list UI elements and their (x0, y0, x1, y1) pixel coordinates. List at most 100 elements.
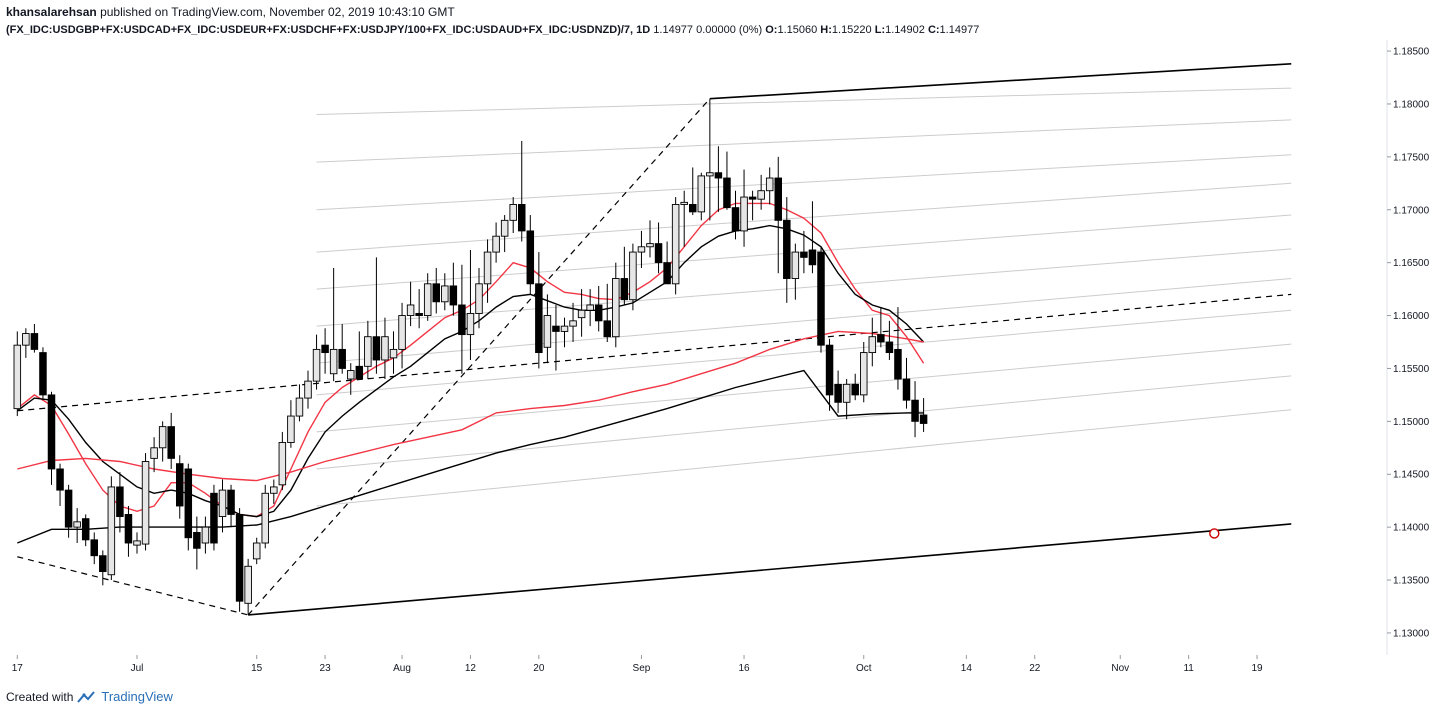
candle[interactable] (560, 317, 569, 348)
candle[interactable] (13, 331, 22, 417)
candle[interactable] (295, 384, 304, 422)
candle[interactable] (612, 262, 620, 348)
candle[interactable] (372, 257, 381, 374)
candle[interactable] (500, 215, 509, 253)
candle[interactable] (124, 505, 133, 557)
candle[interactable] (902, 357, 911, 409)
candle[interactable] (73, 508, 81, 544)
candle[interactable] (663, 241, 671, 285)
candle[interactable] (398, 302, 406, 369)
candle[interactable] (483, 239, 492, 303)
candle[interactable] (569, 302, 577, 342)
candle[interactable] (235, 508, 244, 612)
candle[interactable] (834, 370, 842, 413)
candle[interactable] (30, 324, 39, 353)
candle[interactable] (791, 243, 800, 300)
candle[interactable] (261, 484, 270, 549)
candle[interactable] (689, 167, 697, 216)
candle[interactable] (423, 273, 432, 321)
candle[interactable] (39, 347, 47, 401)
candle[interactable] (731, 190, 740, 240)
candle[interactable] (757, 174, 765, 210)
candle[interactable] (81, 514, 90, 547)
candle[interactable] (347, 363, 355, 395)
candle[interactable] (860, 342, 868, 403)
candle[interactable] (706, 98, 714, 221)
candle[interactable] (175, 455, 184, 519)
candle[interactable] (526, 215, 535, 295)
candle[interactable] (449, 262, 458, 316)
candle[interactable] (885, 320, 894, 360)
candle[interactable] (90, 532, 98, 565)
candle[interactable] (851, 373, 859, 401)
candle[interactable] (748, 190, 757, 221)
candle[interactable] (270, 479, 278, 504)
candle[interactable] (193, 516, 201, 570)
target-circle-marker[interactable] (1209, 528, 1220, 539)
candle[interactable] (184, 463, 193, 551)
candle[interactable] (338, 324, 346, 374)
candle[interactable] (278, 431, 287, 491)
candle[interactable] (637, 230, 646, 268)
candle[interactable] (877, 307, 885, 348)
candle[interactable] (808, 201, 817, 274)
candle[interactable] (586, 289, 594, 327)
candle[interactable] (466, 249, 475, 360)
candle[interactable] (381, 317, 389, 380)
candle[interactable] (432, 267, 441, 314)
candle[interactable] (321, 328, 329, 374)
candle[interactable] (783, 197, 791, 303)
candle[interactable] (150, 437, 158, 473)
candle[interactable] (227, 484, 235, 528)
candle[interactable] (64, 484, 73, 538)
candle[interactable] (518, 140, 526, 242)
candle[interactable] (475, 267, 483, 329)
candle[interactable] (389, 331, 398, 374)
candle[interactable] (406, 281, 415, 327)
author-name[interactable]: khansalarehsan (6, 5, 97, 19)
candle[interactable] (894, 307, 902, 390)
candle[interactable] (594, 285, 603, 332)
candle[interactable] (842, 379, 851, 420)
candle[interactable] (680, 190, 688, 247)
candle[interactable] (740, 169, 748, 247)
candle[interactable] (22, 328, 30, 358)
candle[interactable] (911, 381, 919, 438)
candle[interactable] (56, 463, 64, 506)
candle[interactable] (415, 289, 423, 329)
candle[interactable] (825, 338, 834, 411)
candle[interactable] (535, 252, 543, 369)
candle[interactable] (492, 222, 500, 263)
candle[interactable] (141, 453, 150, 551)
candle[interactable] (765, 167, 774, 205)
candle[interactable] (577, 289, 586, 337)
candle[interactable] (543, 294, 552, 364)
candle[interactable] (817, 246, 825, 353)
candle[interactable] (646, 220, 654, 258)
candle[interactable] (244, 558, 252, 615)
candle[interactable] (329, 267, 338, 382)
candle[interactable] (629, 243, 637, 311)
candle[interactable] (723, 151, 731, 210)
candle[interactable] (47, 391, 56, 485)
candle[interactable] (107, 476, 116, 581)
candle[interactable] (603, 283, 612, 342)
candle[interactable] (167, 412, 175, 469)
candle[interactable] (800, 230, 808, 274)
candle[interactable] (116, 472, 124, 533)
candle[interactable] (868, 317, 877, 367)
candle[interactable] (774, 156, 783, 274)
candle[interactable] (620, 246, 629, 305)
candle[interactable] (287, 400, 295, 448)
candle[interactable] (133, 532, 141, 554)
candle[interactable] (355, 331, 364, 380)
candle[interactable] (99, 550, 107, 586)
candle[interactable] (210, 484, 218, 551)
candle[interactable] (714, 146, 723, 212)
candle[interactable] (509, 197, 517, 234)
candle[interactable] (218, 479, 227, 533)
candle[interactable] (654, 222, 663, 274)
candle[interactable] (312, 334, 321, 390)
tradingview-brand[interactable]: TradingView (101, 689, 173, 704)
